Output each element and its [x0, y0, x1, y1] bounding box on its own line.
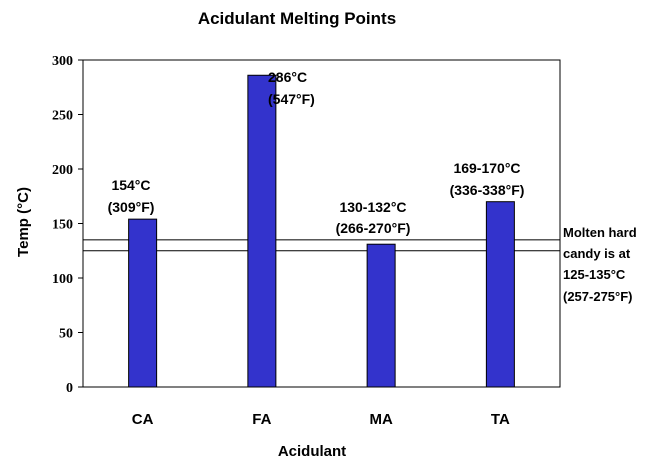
band-annotation: Molten hard [563, 225, 637, 240]
y-tick-label: 300 [52, 54, 73, 69]
band-annotation: candy is at [563, 246, 631, 261]
x-axis-label: Acidulant [278, 443, 346, 460]
x-tick-label: TA [491, 411, 510, 428]
data-label: (266-270°F) [336, 220, 411, 236]
chart-title: Acidulant Melting Points [198, 9, 396, 28]
data-label: 169-170°C [453, 160, 520, 176]
y-tick-label: 200 [52, 163, 73, 178]
x-tick-label: CA [132, 411, 154, 428]
data-label: 154°C [111, 177, 150, 193]
y-tick-label: 50 [59, 327, 73, 342]
data-label: 130-132°C [339, 199, 406, 215]
data-label: (309°F) [108, 199, 155, 215]
y-tick-label: 150 [52, 218, 73, 233]
y-tick-label: 0 [66, 381, 73, 396]
bar-ma [366, 243, 396, 388]
x-tick-label: MA [369, 411, 392, 428]
data-label: 286°C [268, 69, 307, 85]
data-label: (547°F) [268, 91, 315, 107]
x-tick-label: FA [252, 411, 271, 428]
bar-fa [247, 74, 277, 388]
data-label: (336-338°F) [450, 182, 525, 198]
y-tick-label: 250 [52, 109, 73, 124]
y-tick-label: 100 [52, 272, 73, 287]
band-annotation: 125-135°C [563, 267, 626, 282]
bar-ca [128, 218, 158, 388]
bar-ta [485, 201, 515, 388]
y-axis-label: Temp (°C) [15, 187, 32, 257]
band-annotation: (257-275°F) [563, 289, 633, 304]
